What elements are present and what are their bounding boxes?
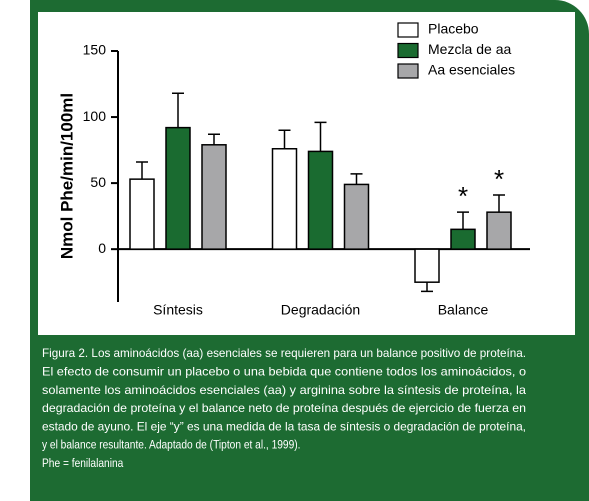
significance-mark: * bbox=[494, 164, 504, 194]
y-tick-label: 150 bbox=[83, 42, 107, 58]
chart-panel bbox=[38, 12, 575, 335]
bar bbox=[486, 211, 512, 250]
bar bbox=[307, 150, 334, 250]
bar bbox=[414, 248, 440, 283]
significance-mark: * bbox=[458, 181, 468, 211]
bar bbox=[271, 148, 298, 250]
caption-line: degradación de proteína y el balance net… bbox=[42, 401, 526, 415]
x-tick-label: Degradación bbox=[281, 302, 360, 318]
legend-label: Aa esenciales bbox=[428, 62, 515, 78]
error-bar bbox=[457, 211, 469, 230]
legend-swatch bbox=[397, 42, 419, 59]
legend-label: Placebo bbox=[428, 21, 479, 37]
bar bbox=[129, 178, 155, 250]
error-bar bbox=[136, 161, 148, 180]
y-tick-label: 100 bbox=[83, 108, 107, 124]
error-bar bbox=[278, 129, 291, 149]
error-bar bbox=[493, 194, 505, 213]
y-axis-label: Nmol Phe/min/100ml bbox=[57, 93, 76, 259]
error-bar bbox=[350, 173, 363, 185]
bar bbox=[343, 183, 370, 250]
bar bbox=[201, 144, 227, 250]
legend-swatch bbox=[397, 63, 419, 79]
legend-swatch bbox=[397, 22, 419, 38]
legend-label: Mezcla de aa bbox=[428, 41, 511, 57]
caption-line: Phe = fenilalanina bbox=[42, 457, 124, 470]
error-bar bbox=[172, 92, 184, 128]
x-tick-label: Balance bbox=[438, 302, 489, 318]
bar bbox=[450, 228, 476, 250]
caption-line: solamente los aminoácidos esenciales (aa… bbox=[42, 383, 526, 397]
error-bar bbox=[208, 133, 220, 145]
bar bbox=[165, 126, 191, 250]
caption-line: estado de ayuno. El eje “y” es una medid… bbox=[42, 419, 526, 433]
caption-line: Figura 2. Los aminoácidos (aa) esenciale… bbox=[42, 346, 526, 360]
y-tick-label: 50 bbox=[90, 174, 106, 190]
caption-line: El efecto de consumir un placebo o una b… bbox=[42, 364, 526, 378]
x-tick-label: Síntesis bbox=[153, 302, 203, 318]
error-bar bbox=[314, 121, 327, 152]
caption-line: y el balance resultante. Adaptado de (Ti… bbox=[42, 439, 301, 452]
error-bar bbox=[421, 282, 433, 293]
y-tick-label: 0 bbox=[98, 240, 106, 256]
